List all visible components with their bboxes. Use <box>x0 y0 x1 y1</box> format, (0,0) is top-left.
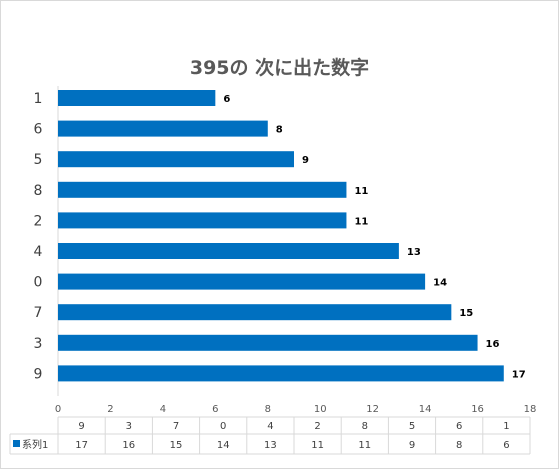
bar-7 <box>58 304 452 321</box>
data-label-5: 9 <box>302 155 309 166</box>
x-tick-label-2: 2 <box>107 404 113 415</box>
x-tick-label-14: 14 <box>419 404 432 415</box>
table-header-5: 5 <box>409 421 415 432</box>
x-tick-label-18: 18 <box>524 404 537 415</box>
table-header-9: 9 <box>78 421 84 432</box>
legend-key-swatch <box>13 440 20 447</box>
x-tick-label-16: 16 <box>471 404 484 415</box>
table-value: 8 <box>456 440 462 451</box>
bar-4 <box>58 243 399 259</box>
x-tick-label-4: 4 <box>160 404 166 415</box>
table-header-1: 1 <box>503 421 509 432</box>
data-label-9: 17 <box>512 369 526 380</box>
table-value: 17 <box>75 440 88 451</box>
x-tick-label-12: 12 <box>366 404 379 415</box>
table-value: 11 <box>358 440 371 451</box>
category-label-2: 2 <box>34 213 43 229</box>
legend-series-label: 系列1 <box>22 438 48 451</box>
data-label-4: 13 <box>407 247 421 258</box>
bar-6 <box>58 120 268 137</box>
category-label-4: 4 <box>34 244 43 260</box>
bar-5 <box>58 151 294 168</box>
bar-9 <box>58 365 504 382</box>
category-label-0: 0 <box>34 275 43 291</box>
bar-3 <box>58 334 478 351</box>
table-header-3: 3 <box>126 421 132 432</box>
table-value: 9 <box>409 440 415 451</box>
table-header-0: 0 <box>220 421 226 432</box>
table-value: 15 <box>170 440 183 451</box>
table-header-7: 7 <box>173 421 179 432</box>
category-label-1: 1 <box>34 91 43 107</box>
data-label-1: 6 <box>223 94 230 105</box>
data-label-6: 8 <box>276 125 283 136</box>
x-tick-label-10: 10 <box>314 404 327 415</box>
data-label-2: 11 <box>354 216 368 227</box>
category-label-7: 7 <box>34 305 43 321</box>
data-label-0: 14 <box>433 278 447 289</box>
category-label-3: 3 <box>34 336 43 352</box>
table-header-6: 6 <box>456 421 462 432</box>
data-label-3: 16 <box>486 339 500 350</box>
category-label-8: 8 <box>34 183 43 199</box>
category-label-9: 9 <box>34 366 43 382</box>
table-value: 14 <box>217 440 230 451</box>
x-tick-label-0: 0 <box>55 404 61 415</box>
table-value: 16 <box>122 440 135 451</box>
x-tick-label-8: 8 <box>265 404 271 415</box>
data-label-7: 15 <box>459 308 473 319</box>
data-label-8: 11 <box>354 186 368 197</box>
table-header-8: 8 <box>362 421 368 432</box>
table-value: 11 <box>311 440 324 451</box>
category-label-6: 6 <box>34 122 43 138</box>
bar-2 <box>58 212 347 229</box>
bar-1 <box>58 90 216 106</box>
bar-8 <box>58 181 347 198</box>
bar-0 <box>58 273 426 290</box>
table-header-2: 2 <box>314 421 320 432</box>
table-header-4: 4 <box>267 421 273 432</box>
chart-title: 395の 次に出た数字 <box>189 57 370 79</box>
table-value: 6 <box>503 440 509 451</box>
x-tick-label-6: 6 <box>212 404 218 415</box>
table-value: 13 <box>264 440 277 451</box>
category-label-5: 5 <box>34 152 43 168</box>
